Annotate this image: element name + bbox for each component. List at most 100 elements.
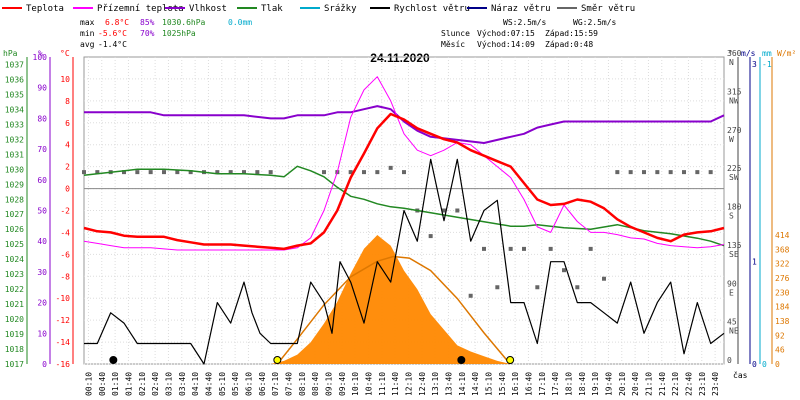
time-tick-label: 12:10 [404, 372, 413, 396]
stats-block: max 6.8°C 85% 1030.6hPa 0.0mm min -5.6°C… [80, 18, 252, 49]
time-tick-label: 11:40 [391, 372, 400, 396]
legend-label-rychlost-vetru: Rychlost větru [394, 4, 470, 14]
time-tick-label: 03:40 [178, 372, 187, 396]
wind-direction-point [562, 268, 566, 273]
time-tick-label: 14:10 [458, 372, 467, 396]
hpa-tick-label: 1033 [5, 120, 24, 129]
wind-direction-point [455, 208, 460, 213]
wind-direction-point [322, 170, 326, 175]
temp-tick-label: -16 [56, 360, 71, 369]
wind-direction-point [495, 285, 500, 290]
time-tick-label: 21:40 [658, 372, 667, 396]
time-tick-label: 06:10 [244, 372, 253, 396]
marker-layer [109, 356, 515, 364]
wind-direction-point [695, 170, 700, 175]
wind-direction-point [642, 170, 646, 175]
dir-tick-label: 225 [727, 164, 742, 173]
mm-top-tick-label: -1 [762, 60, 772, 69]
time-tick-label: 15:10 [484, 372, 493, 396]
sun-tick-label: 46 [775, 346, 785, 355]
dir-cardinal-label: SE [729, 250, 739, 259]
info-sun-label: Slunce [441, 29, 470, 38]
ms-top-tick-label: 3 [752, 60, 757, 69]
temp-tick-label: -6 [60, 250, 70, 259]
hpa-tick-label: 1022 [5, 285, 24, 294]
mm-unit-label: mm [762, 49, 772, 58]
wind-direction-point [615, 170, 620, 175]
hpa-tick-label: 1037 [5, 60, 24, 69]
dir-tick-label: 315 [727, 87, 742, 96]
time-tick-label: 15:40 [498, 372, 507, 396]
temp-tick-label: 6 [65, 119, 70, 128]
sun-radiation-area [270, 235, 511, 364]
info-ws: WS:2.5m/s [503, 18, 547, 27]
wind-direction-point [348, 170, 353, 175]
pct-tick-label: 60 [37, 176, 47, 185]
wind-direction-point [362, 170, 366, 175]
wind-direction-point [228, 170, 233, 175]
legend-label-srazky: Srážky [324, 4, 357, 14]
hpa-unit-label: hPa [3, 49, 18, 58]
dir-cardinal-label: NE [729, 327, 739, 336]
series-line-vlhkost [84, 105, 725, 144]
temp-tick-label: -10 [56, 294, 71, 303]
temp-tick-label: 10 [60, 75, 70, 84]
wind-direction-point [548, 246, 553, 251]
info-sunset: Západ:15:59 [545, 29, 598, 38]
sun-tick-label: 184 [775, 303, 790, 312]
time-tick-label: 10:40 [364, 372, 373, 396]
hpa-tick-label: 1026 [5, 225, 24, 234]
time-tick-label: 01:40 [124, 372, 133, 396]
dir-cardinal-label: SW [729, 173, 739, 182]
hpa-tick-label: 1025 [5, 240, 24, 249]
wind-direction-point [668, 170, 673, 175]
wind-direction-point [215, 170, 220, 175]
dir-tick-label: 270 [727, 126, 742, 135]
time-tick-label: 13:40 [444, 372, 453, 396]
dir-tick-label: 0 [727, 356, 732, 365]
wind-direction-point [95, 170, 100, 175]
temp-tick-label: 0 [65, 185, 70, 194]
axis-units: hPa % °C ° m/s mm W/m² čas [3, 49, 796, 380]
time-tick-label: 11:10 [378, 372, 387, 396]
hpa-tick-label: 1031 [5, 150, 24, 159]
wind-direction-point [188, 170, 193, 175]
wind-direction-point [402, 170, 406, 175]
dir-tick-label: 135 [727, 241, 742, 250]
time-tick-label: 04:40 [204, 372, 213, 396]
sun-tick-label: 138 [775, 317, 790, 326]
pct-tick-label: 50 [37, 207, 47, 216]
time-tick-label: 05:10 [218, 372, 227, 396]
time-tick-label: 03:10 [164, 372, 173, 396]
wind-direction-point [148, 170, 153, 175]
info-wg: WG:2.5m/s [573, 18, 617, 27]
pct-tick-label: 100 [33, 53, 48, 62]
stat-max-temp: 6.8°C [105, 18, 129, 27]
time-tick-label: 19:10 [591, 372, 600, 396]
hpa-tick-label: 1030 [5, 165, 24, 174]
time-tick-label: 18:40 [578, 372, 587, 396]
wind-direction-point [255, 170, 260, 175]
wind-direction-point [82, 170, 86, 175]
sun-tick-label: 368 [775, 245, 790, 254]
wind-direction-point [175, 170, 180, 175]
wind-direction-point [708, 170, 713, 175]
sun-tick-label: 276 [775, 274, 790, 283]
hpa-tick-label: 1017 [5, 360, 24, 369]
legend-label-tlak: Tlak [261, 4, 283, 14]
sun-radiation-layer [270, 235, 511, 365]
wind-direction-point [628, 170, 633, 175]
temp-tick-label: -2 [60, 207, 70, 216]
wind-direction-point [508, 246, 513, 251]
wind-direction-point [468, 293, 473, 298]
stat-min-label: min [80, 29, 95, 38]
wind-direction-point [655, 170, 660, 175]
wind-direction-point [122, 170, 126, 175]
time-tick-label: 17:10 [538, 372, 547, 396]
hpa-tick-label: 1019 [5, 330, 24, 339]
hpa-tick-label: 1029 [5, 180, 24, 189]
stat-max-hum: 85% [140, 18, 155, 27]
sun-tick-label: 322 [775, 260, 790, 269]
chart-title: 24.11.2020 [370, 51, 430, 65]
wind-direction-point [522, 246, 526, 251]
